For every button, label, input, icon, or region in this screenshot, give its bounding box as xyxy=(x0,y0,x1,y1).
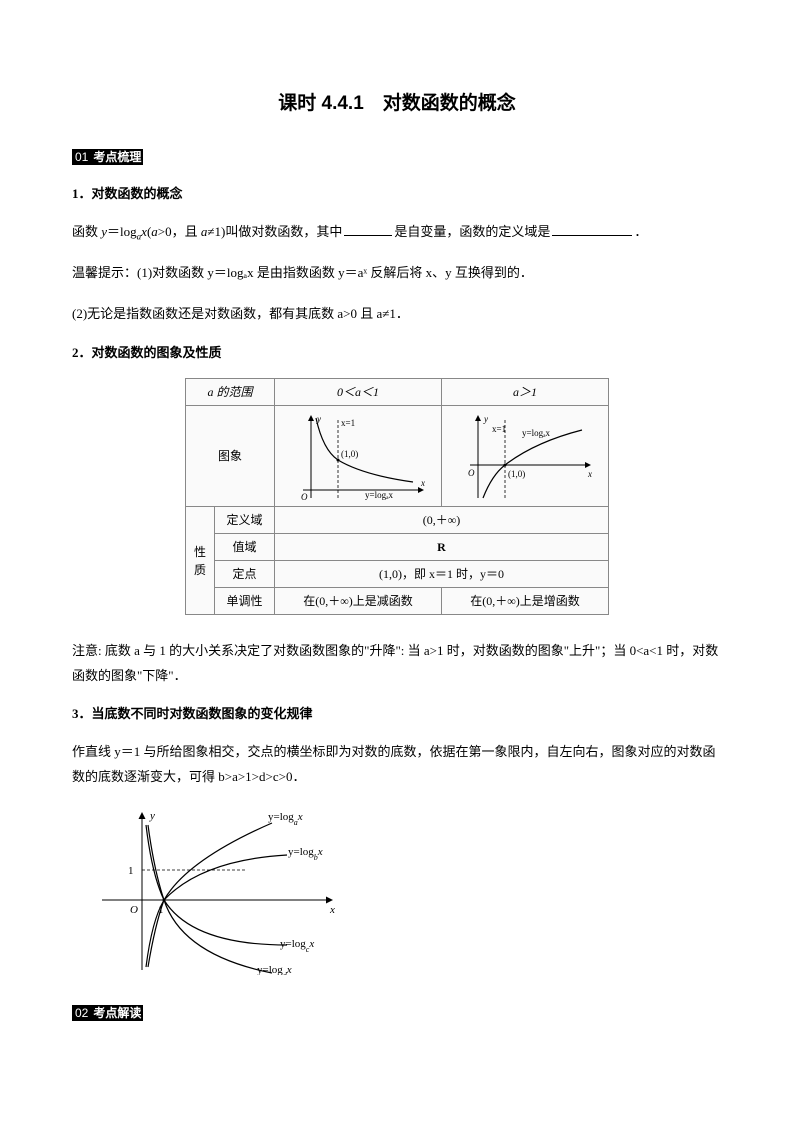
table-row: 定点 (1,0)，即 x＝1 时，y＝0 xyxy=(185,561,608,588)
paragraph-tip1: 温馨提示：(1)对数函数 y＝logₐx 是由指数函数 y＝aˣ 反解后将 x、… xyxy=(72,261,722,286)
fn-label: y=logₐx xyxy=(522,428,551,438)
paragraph-definition: 函数 y＝logax(a>0，且 a≠1)叫做对数函数，其中是自变量，函数的定义… xyxy=(72,220,722,246)
cell-domain-label: 定义域 xyxy=(215,507,275,534)
text: 函数 xyxy=(72,224,101,239)
section-badge-2: 02考点解读 xyxy=(72,1003,722,1023)
axis-x-label: x xyxy=(587,469,592,479)
x-eq-1-label: x=1 xyxy=(341,418,355,428)
section-badge-1: 01考点梳理 xyxy=(72,147,722,167)
cell-range-1: 0＜a＜1 xyxy=(275,379,442,406)
cell-mono-inc: 在(0,＋∞)上是增函数 xyxy=(442,588,609,615)
text: 是自变量，函数的定义域是 xyxy=(394,224,550,239)
log-graph-a-gt-1: y x O x=1 y=logₐx (1,0) xyxy=(450,410,600,502)
table-row: 性质 定义域 (0,＋∞) xyxy=(185,507,608,534)
cell-domain-value: (0,＋∞) xyxy=(275,507,609,534)
table-row: 值域 R xyxy=(185,534,608,561)
heading-3: 3．当底数不同时对数函数图象的变化规律 xyxy=(72,704,722,724)
blank-1[interactable] xyxy=(344,235,392,236)
cell-mono-label: 单调性 xyxy=(215,588,275,615)
cell-range-value: R xyxy=(275,534,609,561)
curve-c-label: y=logcx xyxy=(280,938,314,954)
blank-2[interactable] xyxy=(552,235,632,236)
table-row: a 的范围 0＜a＜1 a＞1 xyxy=(185,379,608,406)
curve-b-label: y=logbx xyxy=(288,846,323,862)
heading-2: 2．对数函数的图象及性质 xyxy=(72,343,722,363)
heading-1: 1．对数函数的概念 xyxy=(72,184,722,204)
axis-x-label: x xyxy=(420,478,425,488)
multi-log-graph-wrap: y x O 1 1 y=logax y=logbx y=logcx y=logd… xyxy=(72,805,722,975)
multi-log-graph: y x O 1 1 y=logax y=logbx y=logcx y=logd… xyxy=(72,805,372,975)
curve-a-label: y=logax xyxy=(268,811,303,827)
paragraph-rule: 作直线 y＝1 与所给图象相交，交点的横坐标即为对数的底数，依据在第一象限内，自… xyxy=(72,740,722,789)
badge-label: 考点梳理 xyxy=(91,149,143,165)
axis-y-label: y xyxy=(149,810,155,822)
text: ． xyxy=(634,224,647,239)
point-label: (1,0) xyxy=(508,469,525,479)
cell-graph-decreasing: y x O x=1 (1,0) y=logₐx xyxy=(275,406,442,507)
cell-props-label: 性质 xyxy=(185,507,214,615)
y-one-label: 1 xyxy=(128,865,134,877)
paragraph-note: 注意: 底数 a 与 1 的大小关系决定了对数函数图象的"升降": 当 a>1 … xyxy=(72,639,722,688)
log-graph-a-lt-1: y x O x=1 (1,0) y=logₐx xyxy=(283,410,433,502)
point-label: (1,0) xyxy=(341,449,358,459)
properties-table: a 的范围 0＜a＜1 a＞1 图象 y x O x=1 (1,0) y=log… xyxy=(185,378,609,615)
badge-number: 01 xyxy=(72,149,91,165)
text: 叫做对数函数，其中 xyxy=(225,224,342,239)
page-title: 课时 4.4.1 对数函数的概念 xyxy=(72,90,722,119)
origin-label: O xyxy=(301,492,308,502)
table-row: 单调性 在(0,＋∞)上是减函数 在(0,＋∞)上是增函数 xyxy=(185,588,608,615)
cell-fixedpt-value: (1,0)，即 x＝1 时，y＝0 xyxy=(275,561,609,588)
curve-d-label: y=logdx xyxy=(257,964,292,975)
badge-label: 考点解读 xyxy=(91,1005,143,1021)
cell-range-2: a＞1 xyxy=(442,379,609,406)
x-eq-1-label: x=1 xyxy=(492,424,506,434)
cell-range-label: 值域 xyxy=(215,534,275,561)
badge-number: 02 xyxy=(72,1005,91,1021)
cell-graph-increasing: y x O x=1 y=logₐx (1,0) xyxy=(442,406,609,507)
table-row: 图象 y x O x=1 (1,0) y=logₐx xyxy=(185,406,608,507)
cell-range-label: a 的范围 xyxy=(185,379,274,406)
fn-label: y=logₐx xyxy=(365,490,394,500)
axis-y-label: y xyxy=(483,414,488,424)
origin-label: O xyxy=(130,904,138,916)
paragraph-tip2: (2)无论是指数函数还是对数函数，都有其底数 a>0 且 a≠1． xyxy=(72,302,722,327)
origin-label: O xyxy=(468,468,475,478)
cell-fixedpt-label: 定点 xyxy=(215,561,275,588)
cell-graph-label: 图象 xyxy=(185,406,274,507)
axis-x-label: x xyxy=(329,904,335,916)
cell-mono-dec: 在(0,＋∞)上是减函数 xyxy=(275,588,442,615)
